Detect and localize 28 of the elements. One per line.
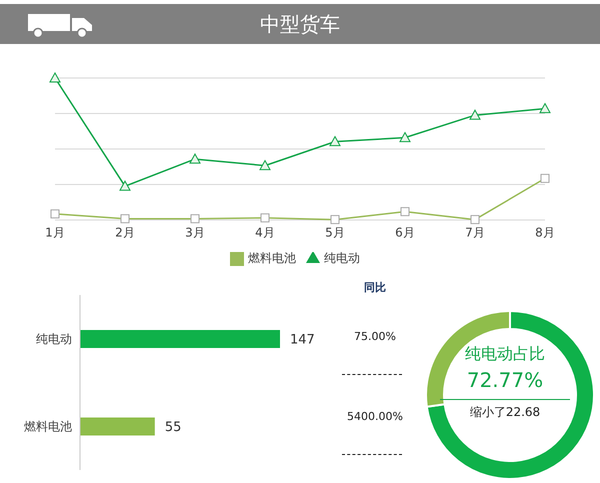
text: 72.77% <box>466 368 544 392</box>
text: 缩小了22.68 <box>468 404 542 421</box>
x-tick-label: 5月 <box>325 226 345 240</box>
x-tick-label: 6月 <box>395 226 415 240</box>
point <box>260 160 270 170</box>
donut-slice <box>426 310 595 480</box>
data-label: 55 <box>164 420 182 436</box>
x-tick-label: 8月 <box>535 226 555 240</box>
point <box>50 72 60 82</box>
text: 纯电动占比 <box>464 344 546 365</box>
legend-label: 燃料电池 <box>248 251 296 265</box>
x-tick-label: 4月 <box>255 226 275 240</box>
point <box>470 110 480 120</box>
point <box>120 180 130 191</box>
x-tick-label: 3月 <box>185 226 205 240</box>
point <box>400 132 410 142</box>
text: 同比 <box>363 280 387 295</box>
point <box>540 103 550 114</box>
text: 5400.00% <box>346 410 404 423</box>
data-label: 147 <box>290 332 315 348</box>
legend-label: 纯电动 <box>324 251 360 265</box>
text: 75.00% <box>353 330 397 343</box>
x-tick-label: 7月 <box>465 226 485 240</box>
point <box>330 136 340 146</box>
x-tick-label: 1月 <box>45 226 65 240</box>
point <box>190 154 200 164</box>
x-tick-label: 2月 <box>115 226 135 240</box>
chart-title: 中型货车 <box>259 11 341 38</box>
